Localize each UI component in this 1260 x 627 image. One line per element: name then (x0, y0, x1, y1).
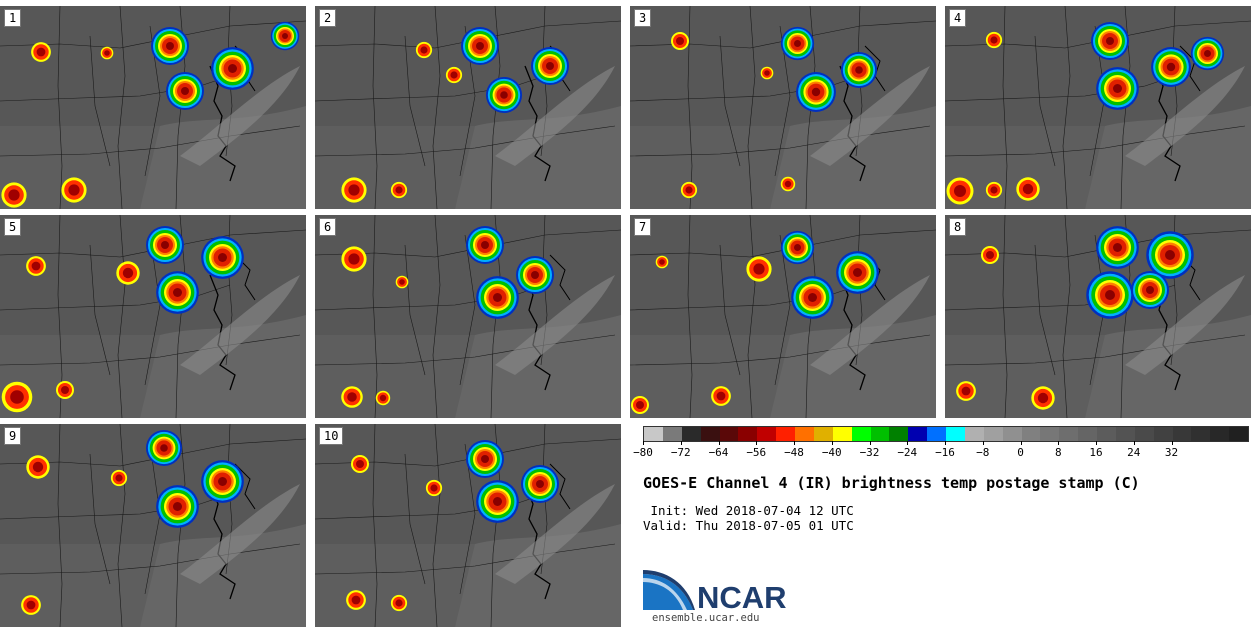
colorbar-swatch (662, 427, 682, 441)
colorbar-swatch (1210, 427, 1230, 441)
tick-mark (756, 441, 758, 445)
colorbar-swatch (1153, 427, 1173, 441)
tick-label: −40 (821, 446, 842, 459)
ir-map-6 (315, 215, 621, 418)
tick-label: −16 (935, 446, 955, 459)
tick-label: 16 (1089, 446, 1103, 459)
tick-mark (869, 441, 871, 445)
tick-mark (907, 441, 909, 445)
colorbar-swatch (700, 427, 720, 441)
tick-label: −24 (897, 446, 918, 459)
tick-mark (1058, 441, 1060, 445)
panel-label: 10 (319, 427, 344, 445)
colorbar-swatch (644, 427, 663, 441)
ir-map-5 (0, 215, 306, 418)
tick-label: −8 (976, 446, 990, 459)
tick-mark (1096, 441, 1097, 445)
ncar-wordmark: NCAR (697, 580, 787, 615)
panel-label: 2 (319, 9, 337, 27)
colorbar-swatch (1021, 427, 1041, 441)
panel-label: 7 (634, 218, 652, 236)
panel-10: 10 (315, 424, 621, 627)
tick-mark (1171, 441, 1173, 445)
colorbar-swatch (927, 427, 946, 441)
ir-map-10 (315, 424, 621, 627)
panel-label: 9 (4, 427, 22, 445)
tick-label: −64 (708, 446, 729, 459)
tick-label: 0 (1017, 446, 1024, 459)
panel-label: 1 (4, 9, 22, 27)
panel-3: 3 (630, 6, 936, 209)
tick-label: 8 (1054, 446, 1062, 459)
colorbar-swatch (1002, 427, 1022, 441)
ir-map-9 (0, 424, 306, 627)
colorbar-swatch (1229, 427, 1248, 441)
colorbar-swatch (1059, 427, 1079, 441)
colorbar-swatch (1097, 427, 1116, 441)
panel-1: 1 (0, 6, 306, 209)
panel-label: 4 (949, 9, 967, 27)
tick-mark (680, 441, 682, 445)
colorbar-swatch (908, 427, 928, 441)
colorbar (643, 426, 1249, 442)
colorbar-swatch (851, 427, 871, 441)
tick-label: 32 (1164, 446, 1179, 459)
ir-map-3 (630, 6, 936, 209)
ir-map-4 (945, 6, 1251, 209)
colorbar-swatch (813, 427, 833, 441)
tick-mark (1133, 441, 1135, 445)
colorbar-swatch (681, 427, 701, 441)
colorbar-swatch (1078, 427, 1097, 441)
colorbar-swatch (889, 427, 909, 441)
colorbar-swatch (983, 427, 1003, 441)
colorbar-swatch (870, 427, 890, 441)
panel-8: 8 (945, 215, 1251, 418)
tick-mark (718, 441, 720, 445)
colorbar-swatch (832, 427, 852, 441)
tick-mark (831, 441, 833, 445)
colorbar-swatch (946, 427, 965, 441)
colorbar-swatch (719, 427, 739, 441)
colorbar-swatch (738, 427, 758, 441)
panel-9: 9 (0, 424, 306, 627)
ir-map-2 (315, 6, 621, 209)
site-url[interactable]: ensemble.ucar.edu (652, 612, 760, 624)
panel-7: 7 (630, 215, 936, 418)
colorbar-swatch (776, 427, 795, 441)
tick-mark (982, 441, 984, 445)
valid-time: Valid: Thu 2018-07-05 01 UTC (643, 518, 854, 533)
ir-map-8 (945, 215, 1251, 418)
tick-mark (643, 441, 644, 445)
tick-label: −80 (633, 446, 653, 459)
ncar-logo-icon (643, 570, 695, 610)
figure-title: GOES-E Channel 4 (IR) brightness temp po… (643, 474, 1140, 492)
colorbar-swatch (1134, 427, 1154, 441)
colorbar-swatch (795, 427, 814, 441)
panel-6: 6 (315, 215, 621, 418)
tick-label: −56 (746, 446, 767, 459)
tick-label: −32 (859, 446, 880, 459)
panel-5: 5 (0, 215, 306, 418)
colorbar-swatch (1115, 427, 1135, 441)
panel-2: 2 (315, 6, 621, 209)
ir-map-7 (630, 215, 936, 418)
colorbar-swatch (757, 427, 777, 441)
colorbar-swatch (1191, 427, 1211, 441)
panel-label: 5 (4, 218, 22, 236)
init-time: Init: Wed 2018-07-04 12 UTC (643, 503, 854, 518)
tick-mark (1020, 441, 1022, 445)
tick-label: 24 (1127, 446, 1141, 459)
panel-label: 6 (319, 218, 337, 236)
panel-label: 8 (949, 218, 967, 236)
colorbar-swatch (1040, 427, 1060, 441)
ir-map-1 (0, 6, 306, 209)
tick-mark (945, 441, 946, 445)
panel-label: 3 (634, 9, 652, 27)
tick-label: −72 (670, 446, 691, 459)
tick-mark (794, 441, 795, 445)
colorbar-swatch (964, 427, 984, 441)
colorbar-swatch (1172, 427, 1192, 441)
tick-label: −48 (784, 446, 804, 459)
panel-4: 4 (945, 6, 1251, 209)
